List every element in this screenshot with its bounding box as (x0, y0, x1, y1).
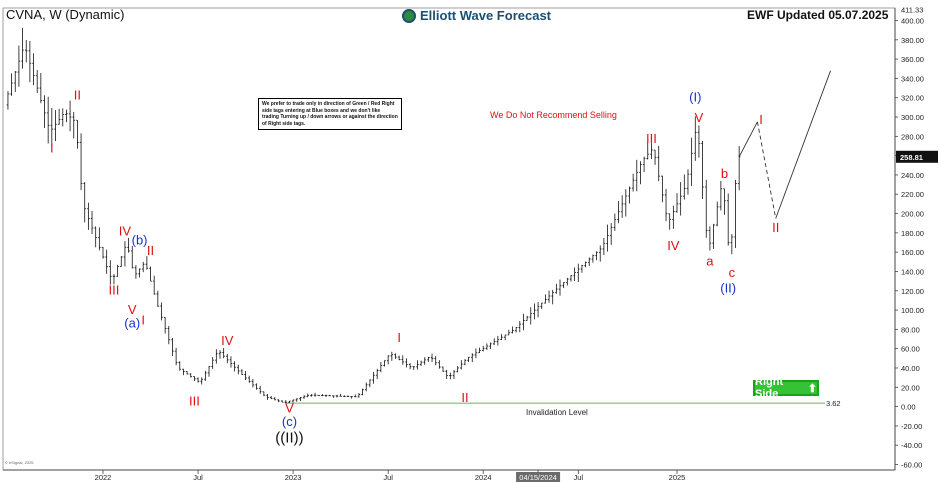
y-tick-label: 60.00 (901, 345, 920, 354)
y-tick-label: 380.00 (901, 36, 924, 45)
wave-label: (II) (720, 281, 736, 296)
wave-label: III (109, 283, 120, 298)
y-tick-label: 360.00 (901, 55, 924, 64)
wave-label: IV (221, 333, 234, 348)
y-tick-label: 200.00 (901, 210, 924, 219)
wave-label: a (706, 254, 714, 269)
y-tick-label: 220.00 (901, 190, 924, 199)
wave-label: b (721, 166, 728, 181)
y-tick-label: -40.00 (901, 441, 922, 450)
brand-logo: Elliott Wave Forecast (402, 8, 551, 23)
x-tick-label: 2024 (475, 473, 492, 482)
updated-date: EWF Updated 05.07.2025 (747, 8, 889, 22)
projection-segment (738, 121, 758, 157)
wave-label: V (128, 302, 137, 317)
y-tick-label: 320.00 (901, 94, 924, 103)
recommendation-text: We Do Not Recommend Selling (490, 110, 617, 120)
invalidation-label: Invalidation Level (526, 408, 588, 417)
y-tick-label: 240.00 (901, 171, 924, 180)
globe-icon (402, 8, 416, 23)
wave-label: II (147, 243, 154, 258)
y-tick-label: 280.00 (901, 132, 924, 141)
wave-label: V (285, 400, 294, 415)
wave-label: I (50, 141, 54, 156)
wave-label: V (695, 110, 704, 125)
wave-label: III (646, 131, 657, 146)
wave-label: II (772, 220, 779, 235)
y-tick-label: 340.00 (901, 74, 924, 83)
y-tick-label: 140.00 (901, 267, 924, 276)
wave-label: (I) (689, 90, 701, 105)
y-tick-label: 120.00 (901, 287, 924, 296)
y-tick-label: -60.00 (901, 461, 922, 470)
y-tick-label: 80.00 (901, 325, 920, 334)
projection-segment (775, 70, 831, 219)
wave-label: I (759, 112, 763, 127)
x-tick-label: 2025 (669, 473, 686, 482)
brand-name: Elliott Wave Forecast (420, 8, 551, 23)
x-tick-label: 2023 (285, 473, 302, 482)
arrow-up-icon: ⬆ (807, 382, 817, 395)
x-tick-label: Jul (193, 473, 203, 482)
y-tick-label: 160.00 (901, 248, 924, 257)
wave-label: IV (119, 224, 132, 239)
wave-label: II (74, 88, 81, 103)
y-tick-label: 40.00 (901, 364, 920, 373)
wave-label: c (729, 265, 736, 280)
wave-label: I (397, 330, 401, 345)
wave-label: (b) (132, 232, 148, 247)
wave-label: III (189, 394, 200, 409)
y-tick-label: 20.00 (901, 383, 920, 392)
trading-note: We prefer to trade only in direction of … (258, 98, 402, 130)
y-tick-label: 180.00 (901, 229, 924, 238)
invalidation-value: 3.62 (826, 399, 841, 408)
copyright: © eSignal, 2025 (5, 460, 34, 465)
y-tick-label: 0.00 (901, 403, 916, 412)
x-tick-label: 04/15/2024 (519, 473, 557, 482)
x-tick-label: Jul (573, 473, 583, 482)
wave-label: II (461, 390, 468, 405)
y-top-tag: 411.33 (901, 6, 923, 15)
last-price-tag: 258.81 (900, 153, 923, 162)
y-tick-label: 300.00 (901, 113, 924, 122)
wave-label: ((II)) (275, 429, 303, 446)
y-tick-label: 100.00 (901, 306, 924, 315)
wave-label: IV (667, 238, 680, 253)
wave-label: (a) (124, 315, 140, 330)
symbol-title: CVNA, W (Dynamic) (6, 7, 125, 22)
wave-label: I (141, 313, 145, 328)
projection-segment (756, 121, 777, 219)
wave-label: (c) (282, 414, 297, 429)
x-tick-label: 2022 (95, 473, 112, 482)
right-side-label: Right Side (755, 376, 784, 400)
x-cursor-tag-bg (516, 472, 561, 482)
last-price-tag-bg (896, 150, 938, 163)
right-side-tag: Right Side ⬆ (753, 376, 819, 400)
x-tick-label: Jul (383, 473, 393, 482)
y-tick-label: -20.00 (901, 422, 922, 431)
y-tick-label: 400.00 (901, 17, 924, 26)
